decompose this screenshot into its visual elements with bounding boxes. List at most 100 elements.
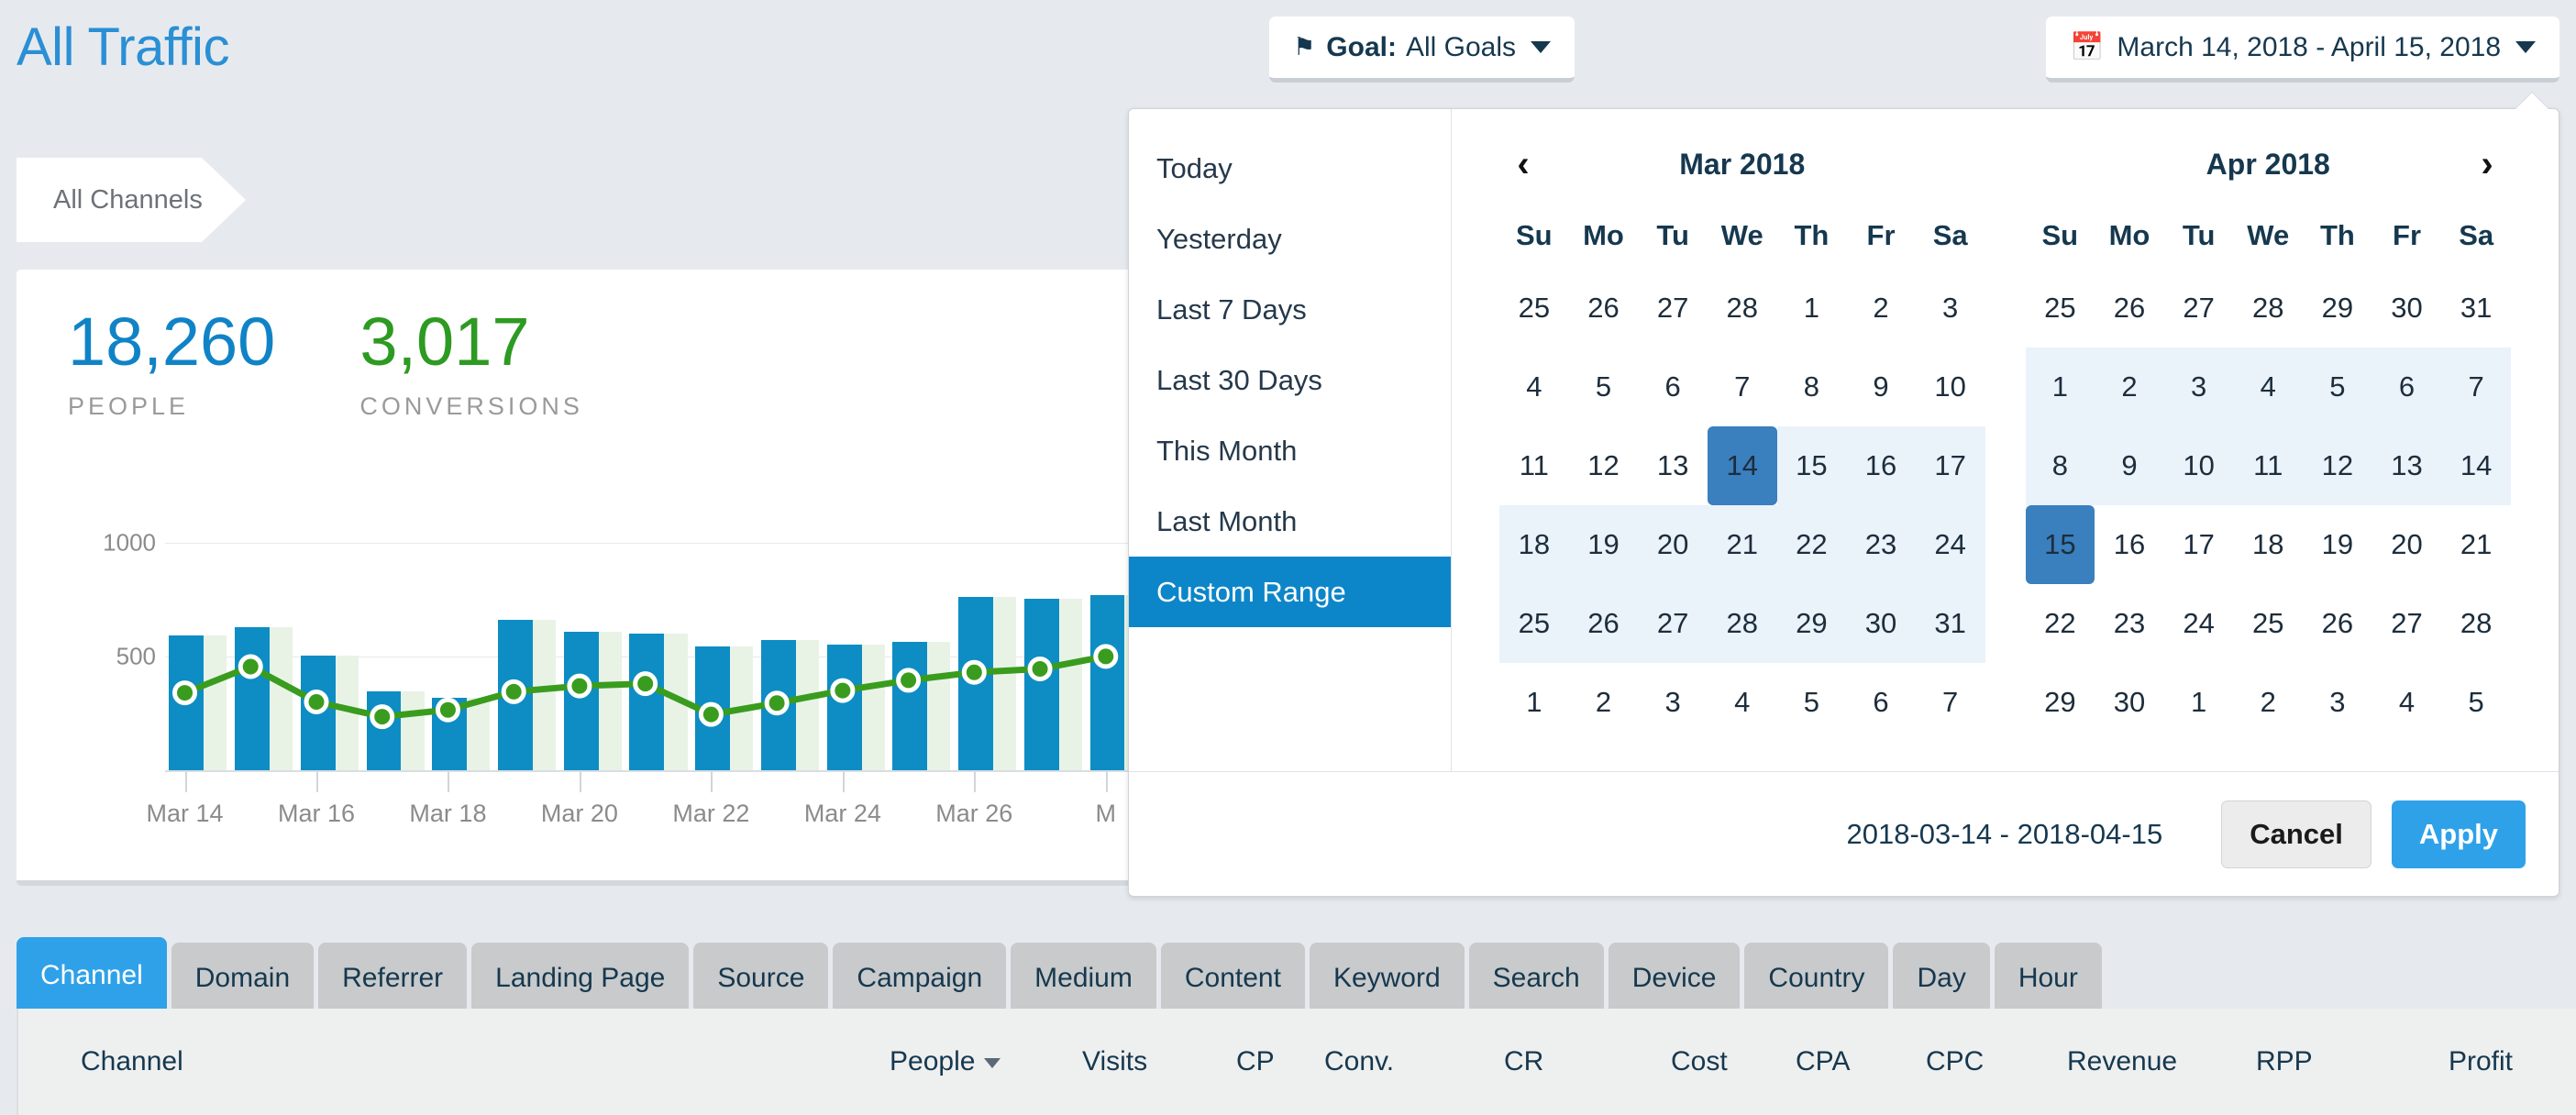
tab-search[interactable]: Search [1468, 943, 1604, 1014]
tab-content[interactable]: Content [1160, 943, 1305, 1014]
calendar-day[interactable]: 6 [2371, 348, 2442, 426]
calendar-day[interactable]: 6 [1664, 370, 1681, 403]
calendar-day[interactable]: 2 [1873, 292, 1889, 324]
column-header-rpp[interactable]: RPP [2256, 1046, 2313, 1077]
calendar-day[interactable]: 13 [2371, 426, 2442, 505]
tab-source[interactable]: Source [693, 943, 829, 1014]
calendar-day[interactable]: 3 [2163, 348, 2234, 426]
column-header-profit[interactable]: Profit [2449, 1046, 2513, 1077]
tab-domain[interactable]: Domain [171, 943, 315, 1014]
calendar-day[interactable]: 1 [1803, 292, 1819, 324]
calendar-day[interactable]: 20 [1638, 505, 1708, 584]
calendar-day[interactable]: 1 [1526, 686, 1542, 718]
calendar-day[interactable]: 21 [2460, 528, 2493, 560]
calendar-day[interactable]: 2 [2095, 348, 2164, 426]
calendar-day[interactable]: 1 [2025, 348, 2095, 426]
calendar-day[interactable]: 8 [2025, 426, 2095, 505]
tab-medium[interactable]: Medium [1011, 943, 1156, 1014]
calendar-day[interactable]: 29 [1776, 584, 1847, 663]
tab-campaign[interactable]: Campaign [833, 943, 1007, 1014]
column-header-conv[interactable]: Conv. [1324, 1046, 1394, 1077]
column-header-cp[interactable]: CP [1236, 1046, 1275, 1077]
calendar-day[interactable]: 30 [2391, 292, 2423, 324]
calendar-day[interactable]: 8 [1803, 370, 1819, 403]
column-header-revenue[interactable]: Revenue [2067, 1046, 2177, 1077]
calendar-day[interactable]: 3 [2329, 686, 2346, 718]
calendar-day[interactable]: 13 [1656, 449, 1689, 481]
calendar-day[interactable]: 6 [1873, 686, 1889, 718]
column-header-cpc[interactable]: CPC [1926, 1046, 1984, 1077]
calendar-day[interactable]: 28 [2460, 607, 2493, 639]
date-preset-last-7-days[interactable]: Last 7 Days [1156, 293, 1307, 326]
calendar-day[interactable]: 4 [1526, 370, 1542, 403]
calendar-day[interactable]: 28 [1726, 292, 1758, 324]
prev-month-icon[interactable]: ‹ [1517, 143, 1530, 184]
calendar-day[interactable]: 26 [1587, 292, 1620, 324]
calendar-day[interactable]: 5 [2468, 686, 2484, 718]
column-header-visits[interactable]: Visits [1082, 1046, 1147, 1077]
calendar-day[interactable]: 30 [1846, 584, 1916, 663]
date-preset-this-month[interactable]: This Month [1156, 434, 1298, 467]
calendar-day[interactable]: 5 [1803, 686, 1819, 718]
calendar-day[interactable]: 4 [1734, 686, 1751, 718]
calendar-day[interactable]: 24 [2183, 607, 2215, 639]
calendar-day[interactable]: 7 [1942, 686, 1959, 718]
calendar-day[interactable]: 31 [1915, 584, 1985, 663]
calendar-day[interactable]: 25 [2044, 292, 2076, 324]
calendar-day[interactable]: 14 [2441, 426, 2511, 505]
tab-hour[interactable]: Hour [1994, 943, 2102, 1014]
column-header-cost[interactable]: Cost [1671, 1046, 1728, 1077]
calendar-day[interactable]: 19 [1568, 505, 1639, 584]
tab-landing-page[interactable]: Landing Page [471, 943, 690, 1014]
date-preset-custom-range[interactable]: Custom Range [1129, 557, 1451, 627]
calendar-day[interactable]: 21 [1707, 505, 1777, 584]
date-preset-last-month[interactable]: Last Month [1156, 504, 1298, 537]
tab-day[interactable]: Day [1893, 943, 1990, 1014]
calendar-day[interactable]: 25 [1499, 584, 1569, 663]
tab-country[interactable]: Country [1744, 943, 1889, 1014]
tab-channel[interactable]: Channel [17, 937, 167, 1014]
calendar-day[interactable]: 27 [1656, 292, 1689, 324]
calendar-day[interactable]: 28 [1707, 584, 1777, 663]
calendar-day[interactable]: 10 [1934, 370, 1966, 403]
column-header-cr[interactable]: CR [1504, 1046, 1543, 1077]
date-range-button[interactable]: 📅 March 14, 2018 - April 15, 2018 [2046, 17, 2559, 83]
calendar-day[interactable]: 7 [1734, 370, 1751, 403]
calendar-day[interactable]: 18 [2252, 528, 2284, 560]
calendar-day[interactable]: 23 [2113, 607, 2146, 639]
goal-selector-button[interactable]: ⚑ Goal: All Goals [1269, 17, 1575, 83]
calendar-day[interactable]: 4 [2398, 686, 2416, 718]
calendar-day[interactable]: 16 [2113, 528, 2146, 560]
tab-device[interactable]: Device [1608, 943, 1741, 1014]
date-preset-yesterday[interactable]: Yesterday [1156, 222, 1282, 255]
calendar-day[interactable]: 17 [2183, 528, 2215, 560]
calendar-day[interactable]: 30 [2113, 686, 2146, 718]
calendar-day[interactable]: 22 [2044, 607, 2076, 639]
calendar-day[interactable]: 5 [1595, 370, 1612, 403]
apply-button[interactable]: Apply [2391, 800, 2526, 868]
calendar-day[interactable]: 10 [2163, 426, 2234, 505]
calendar-day[interactable]: 7 [2441, 348, 2511, 426]
column-header-channel[interactable]: Channel [81, 1046, 183, 1077]
calendar-day[interactable]: 18 [1499, 505, 1569, 584]
calendar-day[interactable]: 4 [2233, 348, 2304, 426]
cancel-button[interactable]: Cancel [2221, 800, 2371, 868]
calendar-day[interactable]: 26 [2321, 607, 2354, 639]
calendar-day[interactable]: 27 [1638, 584, 1708, 663]
calendar-day[interactable]: 9 [2095, 426, 2164, 505]
calendar-day[interactable]: 29 [2044, 686, 2076, 718]
date-preset-today[interactable]: Today [1156, 151, 1233, 184]
calendar-day[interactable]: 12 [2303, 426, 2372, 505]
calendar-day[interactable]: 1 [2190, 686, 2207, 718]
calendar-day[interactable]: 24 [1915, 505, 1985, 584]
calendar-day[interactable]: 28 [2252, 292, 2284, 324]
calendar-day[interactable]: 25 [1518, 292, 1551, 324]
calendar-day[interactable]: 11 [1519, 449, 1549, 481]
calendar-day[interactable]: 9 [1873, 370, 1889, 403]
calendar-day[interactable]: 16 [1846, 426, 1916, 505]
calendar-day[interactable]: 11 [2233, 426, 2304, 505]
calendar-day[interactable]: 31 [2460, 292, 2493, 324]
calendar-day[interactable]: 26 [2113, 292, 2146, 324]
calendar-day[interactable]: 2 [1595, 686, 1612, 718]
calendar-day[interactable]: 29 [2321, 292, 2354, 324]
